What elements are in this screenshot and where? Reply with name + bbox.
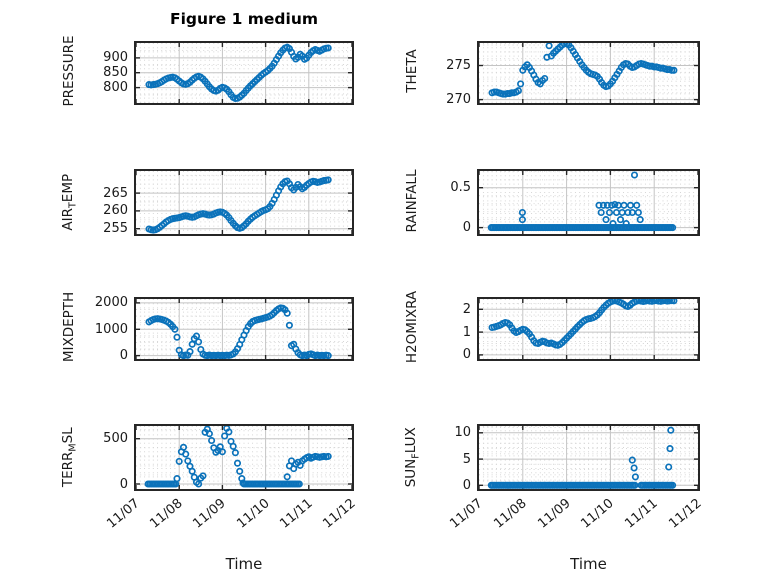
x-tick-label: 11/10 <box>233 496 273 532</box>
minor-grid <box>479 171 698 234</box>
y-tick-label: 2000 <box>94 295 128 311</box>
x-tick-label: 11/08 <box>491 496 530 532</box>
y-tick-label: 0 <box>119 348 128 364</box>
scatter-points <box>488 43 678 98</box>
axes-pressure <box>134 41 354 105</box>
terr_msl-axis-label: TERRMSL <box>59 426 79 487</box>
tick-marks <box>136 171 352 234</box>
mixdepth-plot <box>136 299 352 359</box>
y-tick-label: 0 <box>462 477 471 493</box>
y-tick-label: 0.5 <box>450 180 471 196</box>
tick-marks <box>479 426 698 489</box>
tick-marks <box>136 299 352 359</box>
air_temp-plot <box>136 171 352 234</box>
y-tick-label: 255 <box>103 221 128 237</box>
x-tick-label: 11/11 <box>622 496 661 532</box>
y-tick-label: 900 <box>103 50 128 66</box>
y-tick-label: 275 <box>446 58 471 73</box>
x-axis-label: Time <box>225 555 263 573</box>
y-tick-label: 800 <box>103 80 128 96</box>
sun_flux-axis-label: SUNFLUX <box>402 426 422 487</box>
y-tick-label: 1000 <box>94 321 128 337</box>
pressure-plot <box>136 43 352 103</box>
axes-mixdepth <box>134 297 354 361</box>
y-tick-label: 1 <box>462 324 471 340</box>
x-tick-label: 11/10 <box>578 496 618 532</box>
x-tick-label: 11/12 <box>320 496 359 532</box>
terr_msl-plot <box>136 426 352 489</box>
x-tick-label: 11/09 <box>534 496 574 532</box>
axes-terr-msl <box>134 424 354 491</box>
x-tick-label: 11/08 <box>147 496 186 532</box>
y-tick-label: 10 <box>454 425 471 441</box>
y-tick-label: 2 <box>462 301 471 317</box>
x-tick-label: 11/07 <box>447 496 486 532</box>
figure-title: Figure 1 medium <box>169 10 319 28</box>
y-tick-label: 500 <box>103 431 128 447</box>
y-tick-label: 850 <box>103 65 128 81</box>
scatter-points <box>144 426 332 488</box>
h2omixra-plot <box>479 299 698 359</box>
scatter-points <box>145 43 332 103</box>
x-tick-label: 11/12 <box>666 496 705 532</box>
axes-h2omixra <box>477 297 700 361</box>
major-grid <box>479 43 698 103</box>
scatter-points <box>488 299 678 349</box>
y-tick-label: 5 <box>462 451 471 467</box>
x-tick-label: 11/09 <box>190 496 230 532</box>
x-tick-label: 11/07 <box>104 496 143 532</box>
y-tick-label: 0 <box>119 476 128 492</box>
tick-marks <box>136 43 352 103</box>
minor-grid <box>479 426 698 489</box>
scatter-points <box>487 426 677 489</box>
axes-air-temp <box>134 169 354 236</box>
y-tick-label: 0 <box>462 347 471 363</box>
y-tick-label: 260 <box>103 203 128 219</box>
rainfall-plot <box>479 171 698 234</box>
y-tick-label: 0 <box>462 220 471 236</box>
x-tick-label: 11/11 <box>277 496 316 532</box>
axes-rainfall <box>477 169 700 236</box>
scatter-points <box>145 176 332 234</box>
y-tick-label: 270 <box>446 92 471 108</box>
theta-plot <box>479 43 698 103</box>
major-grid <box>479 426 698 489</box>
sun_flux-plot <box>479 426 698 489</box>
axes-theta <box>477 41 700 105</box>
axes-sun-flux <box>477 424 700 491</box>
x-axis-label: Time <box>570 555 607 573</box>
y-tick-label: 265 <box>103 185 128 201</box>
scatter-points <box>487 171 677 232</box>
scatter-points <box>145 304 332 359</box>
